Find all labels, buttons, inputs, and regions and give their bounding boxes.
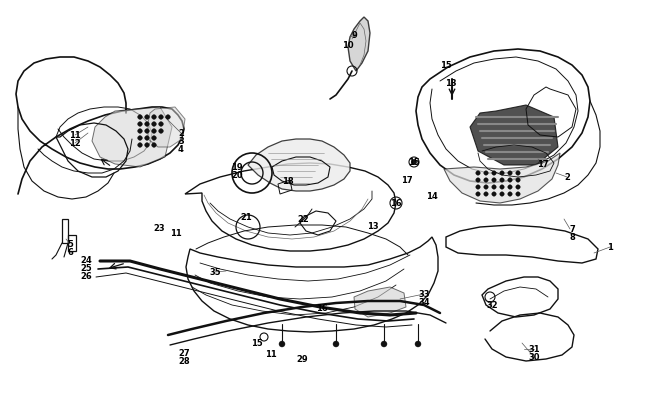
- Text: 15: 15: [251, 339, 263, 347]
- Text: 13: 13: [367, 222, 379, 231]
- Circle shape: [484, 171, 488, 176]
- Text: 8: 8: [569, 233, 575, 242]
- Text: 14: 14: [426, 192, 438, 201]
- Circle shape: [500, 178, 504, 183]
- Text: 7: 7: [569, 225, 575, 234]
- Circle shape: [381, 341, 387, 347]
- Circle shape: [279, 341, 285, 347]
- Circle shape: [145, 136, 150, 141]
- Text: 27: 27: [178, 349, 190, 358]
- Circle shape: [166, 115, 170, 120]
- Circle shape: [516, 185, 520, 190]
- Text: 15: 15: [408, 158, 420, 167]
- Text: 32: 32: [486, 301, 498, 310]
- Circle shape: [151, 122, 156, 127]
- Text: 16: 16: [316, 304, 328, 313]
- Text: 24: 24: [80, 256, 92, 265]
- Circle shape: [411, 160, 417, 165]
- Circle shape: [516, 192, 520, 197]
- Text: 11: 11: [69, 131, 81, 140]
- Text: 12: 12: [69, 139, 81, 148]
- Polygon shape: [470, 106, 558, 166]
- Text: 2: 2: [178, 129, 184, 138]
- Text: 18: 18: [282, 177, 294, 186]
- Text: 23: 23: [153, 224, 165, 233]
- Circle shape: [159, 129, 163, 134]
- Polygon shape: [354, 287, 406, 317]
- Text: 9: 9: [352, 32, 358, 40]
- Circle shape: [159, 115, 163, 120]
- Circle shape: [508, 192, 512, 197]
- Circle shape: [508, 171, 512, 176]
- Text: 19: 19: [231, 163, 243, 172]
- Circle shape: [138, 129, 142, 134]
- Circle shape: [333, 341, 339, 347]
- Circle shape: [138, 122, 142, 127]
- Polygon shape: [248, 140, 350, 192]
- Text: 11: 11: [265, 350, 277, 358]
- Polygon shape: [92, 108, 172, 168]
- Circle shape: [151, 129, 156, 134]
- Text: 3: 3: [178, 137, 184, 146]
- Circle shape: [138, 143, 142, 148]
- Text: 22: 22: [297, 215, 309, 224]
- Text: 4: 4: [178, 145, 184, 154]
- Text: 26: 26: [80, 272, 92, 281]
- Text: 34: 34: [418, 298, 430, 307]
- Circle shape: [492, 171, 496, 176]
- Text: 5: 5: [67, 240, 73, 249]
- Text: 21: 21: [240, 213, 252, 222]
- Circle shape: [145, 115, 150, 120]
- Circle shape: [500, 171, 504, 176]
- Circle shape: [145, 122, 150, 127]
- Text: 31: 31: [528, 345, 539, 354]
- Text: 35: 35: [209, 268, 221, 277]
- Text: 17: 17: [401, 176, 413, 185]
- Circle shape: [159, 122, 163, 127]
- Circle shape: [145, 129, 150, 134]
- Circle shape: [151, 136, 156, 141]
- Circle shape: [476, 192, 480, 197]
- Text: 17: 17: [537, 160, 549, 169]
- Circle shape: [476, 171, 480, 176]
- Text: 6: 6: [67, 248, 73, 257]
- Circle shape: [508, 178, 512, 183]
- Circle shape: [484, 192, 488, 197]
- Text: 11: 11: [170, 229, 182, 238]
- Text: 30: 30: [528, 353, 539, 362]
- Text: 25: 25: [80, 264, 92, 273]
- Polygon shape: [348, 18, 370, 72]
- Circle shape: [415, 341, 421, 347]
- Text: 2: 2: [564, 173, 570, 182]
- Circle shape: [508, 185, 512, 190]
- Circle shape: [484, 178, 488, 183]
- Circle shape: [492, 185, 496, 190]
- Text: 15: 15: [440, 61, 452, 70]
- Circle shape: [476, 178, 480, 183]
- Circle shape: [151, 143, 156, 148]
- Circle shape: [516, 178, 520, 183]
- Circle shape: [138, 115, 142, 120]
- Text: 28: 28: [178, 357, 190, 366]
- Text: 1: 1: [607, 243, 613, 252]
- Circle shape: [476, 185, 480, 190]
- Text: 13: 13: [445, 79, 457, 88]
- Polygon shape: [148, 108, 185, 148]
- Circle shape: [151, 115, 156, 120]
- Polygon shape: [444, 153, 560, 203]
- Text: 10: 10: [342, 40, 354, 49]
- Circle shape: [500, 185, 504, 190]
- Circle shape: [492, 178, 496, 183]
- Text: 33: 33: [418, 290, 430, 299]
- Text: 20: 20: [231, 171, 243, 180]
- Circle shape: [145, 143, 150, 148]
- Circle shape: [500, 192, 504, 197]
- Circle shape: [516, 171, 520, 176]
- Text: 16: 16: [390, 199, 402, 208]
- Circle shape: [138, 136, 142, 141]
- Circle shape: [484, 185, 488, 190]
- Text: 29: 29: [296, 355, 308, 364]
- Circle shape: [492, 192, 496, 197]
